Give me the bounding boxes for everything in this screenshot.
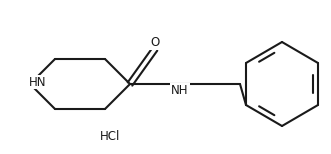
Text: HCl: HCl	[100, 130, 120, 142]
Text: NH: NH	[171, 84, 189, 97]
Text: HN: HN	[29, 75, 47, 89]
Text: O: O	[150, 36, 160, 49]
